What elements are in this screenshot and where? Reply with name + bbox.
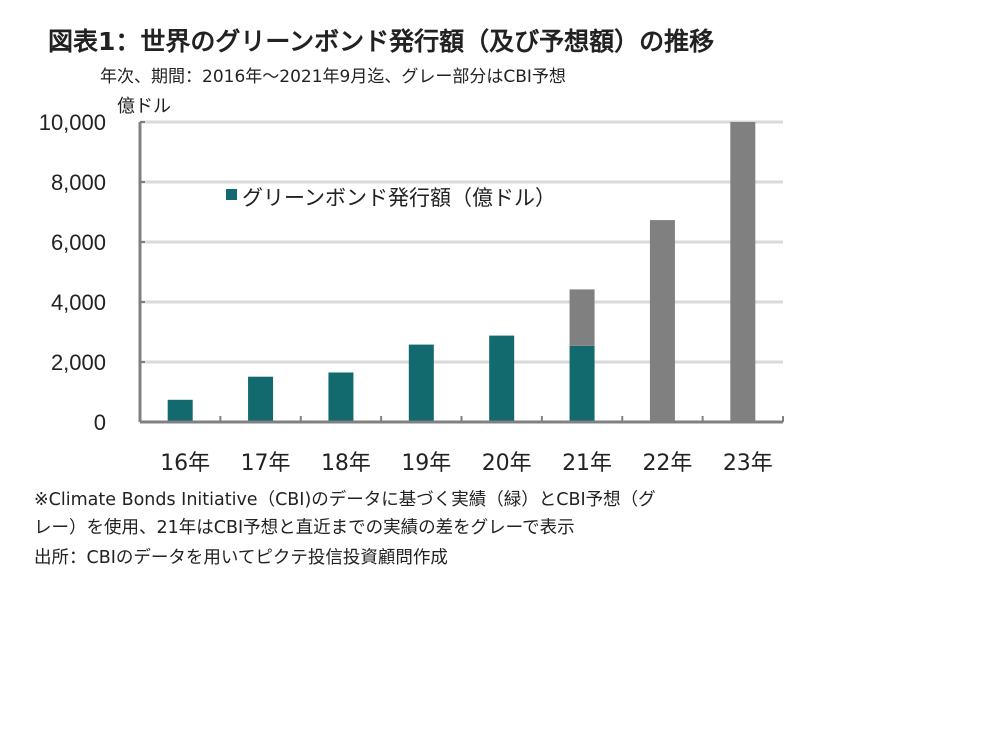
legend-label: グリーンボンド発行額（億ドル） bbox=[242, 186, 556, 210]
y-axis-unit: 億ドル bbox=[117, 96, 171, 117]
chart-title: 図表1：世界のグリーンボンド発行額（及び予想額）の推移 bbox=[48, 27, 715, 56]
bar-20年 bbox=[489, 335, 515, 422]
y-tick-label: 0 bbox=[94, 410, 106, 435]
chart-subtitle: 年次、期間：2016年～2021年9月迄、グレー部分はCBI予想 bbox=[100, 67, 566, 87]
bar-17年 bbox=[248, 376, 274, 422]
legend-swatch bbox=[226, 189, 237, 200]
y-tick-label: 2,000 bbox=[51, 350, 106, 375]
x-tick-label: 20年 bbox=[482, 451, 532, 476]
bar-16年 bbox=[167, 399, 193, 422]
bar-21年 bbox=[569, 289, 595, 346]
x-tick-label: 17年 bbox=[241, 451, 291, 476]
x-tick-label: 16年 bbox=[160, 451, 210, 476]
bar-23年 bbox=[730, 122, 756, 422]
x-tick-label: 23年 bbox=[723, 451, 773, 476]
bar-22年 bbox=[649, 220, 675, 422]
footnote-2: レー）を使用、21年はCBI予想と直近までの実績の差をグレーで表示 bbox=[34, 518, 575, 538]
y-tick-label: 8,000 bbox=[51, 170, 106, 195]
source-note: 出所：CBIのデータを用いてピクテ投信投資顧問作成 bbox=[34, 548, 448, 568]
y-tick-label: 10,000 bbox=[39, 110, 106, 135]
bar-19年 bbox=[408, 344, 434, 422]
chart: 0 2,000 4,000 6,000 8,000 10,000 16年 17年 18年 19年 2… bbox=[39, 110, 784, 476]
y-tick-label: 6,000 bbox=[51, 230, 106, 255]
x-tick-label: 22年 bbox=[642, 451, 692, 476]
footnote-1: ※Climate Bonds Initiative（CBI)のデータに基づく実績… bbox=[34, 490, 656, 510]
x-tick-label: 18年 bbox=[321, 451, 371, 476]
x-tick-label: 21年 bbox=[562, 451, 612, 476]
bar-18年 bbox=[328, 372, 354, 422]
x-tick-label: 19年 bbox=[401, 451, 451, 476]
bar-21年 bbox=[569, 345, 595, 422]
y-tick-label: 4,000 bbox=[51, 290, 106, 315]
